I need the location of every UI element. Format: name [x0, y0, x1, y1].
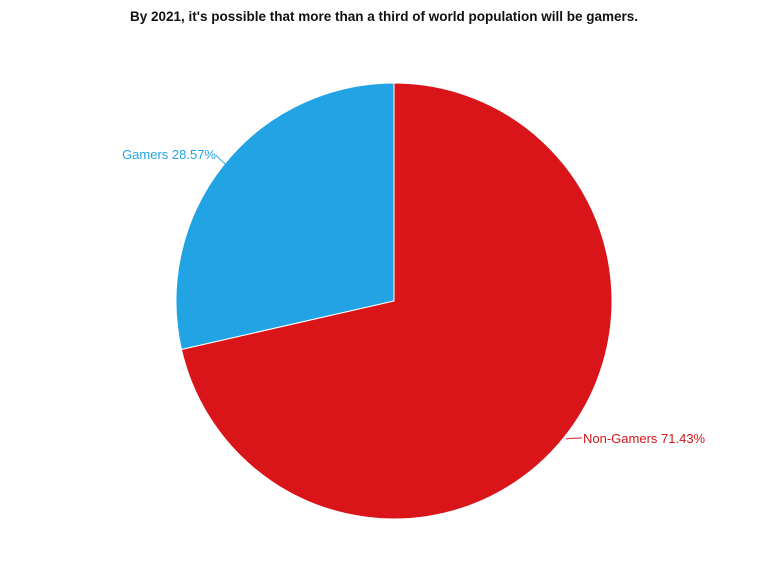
- chart-title: By 2021, it's possible that more than a …: [129, 9, 639, 24]
- data-label: Gamers 28.57%: [122, 147, 216, 162]
- label-connector: [215, 154, 229, 167]
- data-label: Non-Gamers 71.43%: [583, 431, 706, 446]
- pie-slice-non-gamers: [180, 82, 613, 520]
- label-connector: [565, 437, 583, 440]
- pie-slice-gamers: [175, 82, 395, 351]
